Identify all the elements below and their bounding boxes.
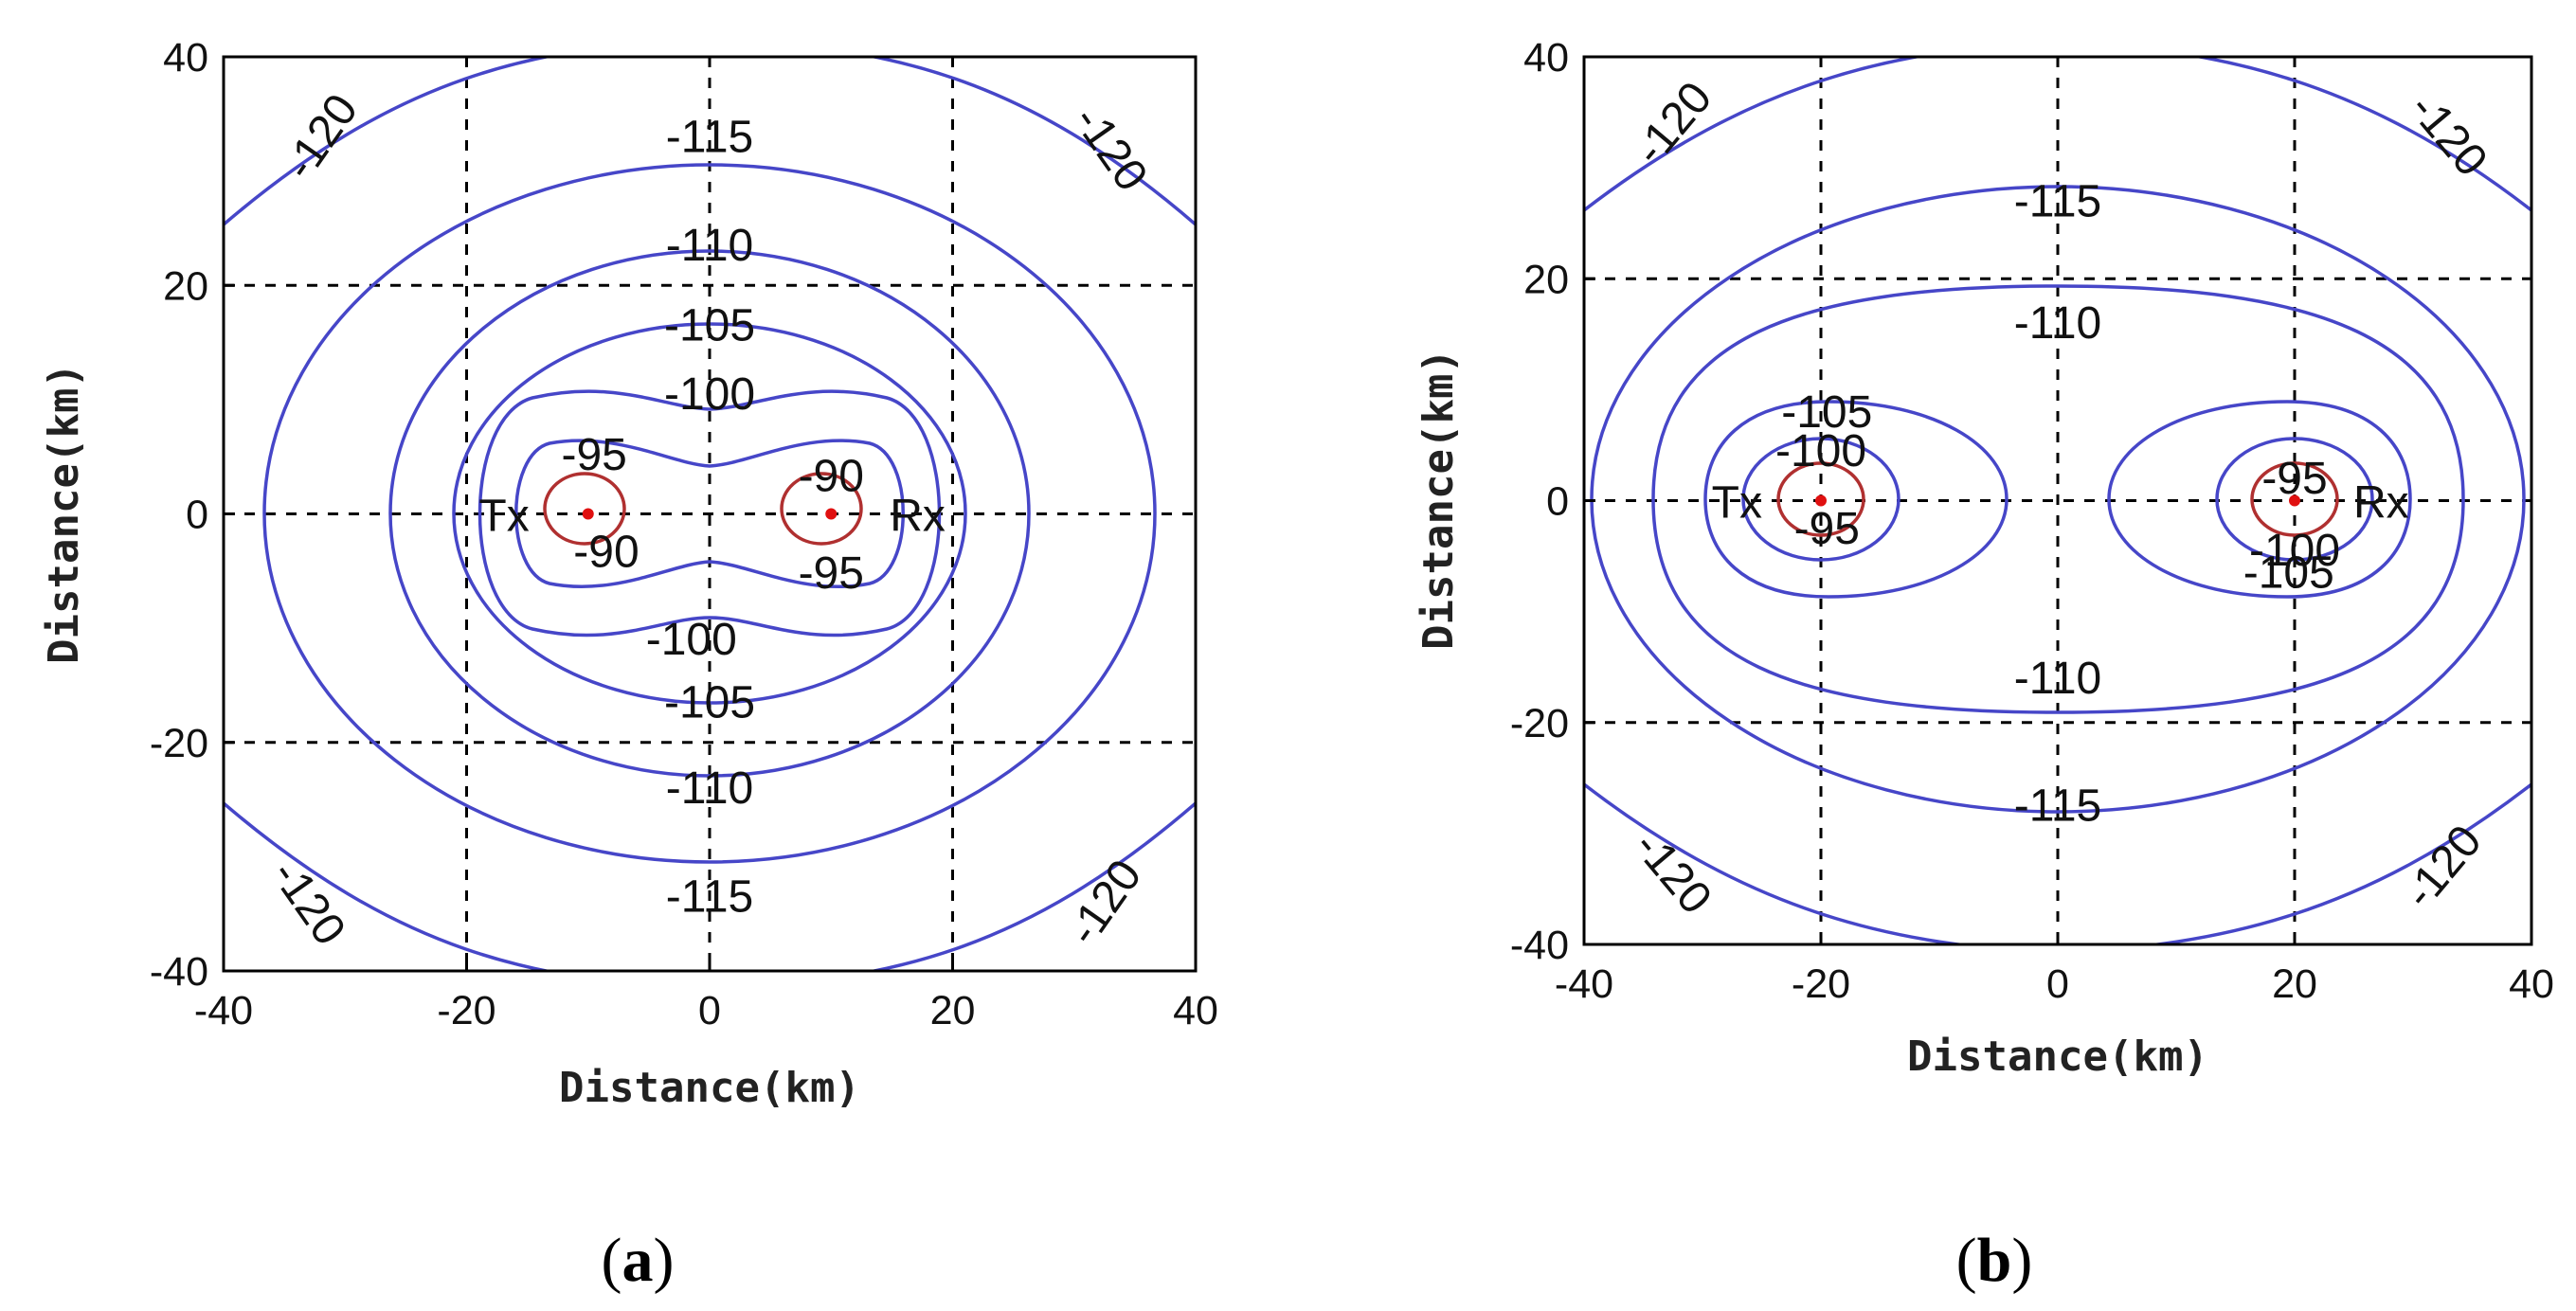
contour-a-120-bottom bbox=[224, 801, 1196, 971]
contour-label-a: -105 bbox=[664, 300, 755, 350]
y-tick-label-b: 40 bbox=[1523, 35, 1569, 81]
contour-label-a: -110 bbox=[666, 221, 754, 271]
tx-marker-b bbox=[1815, 494, 1827, 507]
panel-a: -115 -110 -105 -100 -95 -90 -90 -95 -100 -105 -110… bbox=[40, 35, 1218, 1112]
contour-label-a: -90 bbox=[573, 527, 639, 577]
ticks-a: -40 -20 0 20 40 40 20 0 -20 -40 bbox=[150, 35, 1218, 1033]
y-axis-label-a: Distance(km) bbox=[40, 363, 88, 664]
contour-a-90-rx bbox=[780, 472, 863, 546]
contours-a bbox=[224, 57, 1196, 971]
grid-a bbox=[224, 57, 1196, 971]
y-tick-label-a: -20 bbox=[150, 721, 208, 766]
rx-marker-b bbox=[2289, 494, 2300, 507]
rx-label-b: Rx bbox=[2353, 478, 2409, 529]
markers-b: Tx Rx bbox=[1712, 478, 2409, 529]
x-tick-label-a: 0 bbox=[698, 988, 721, 1033]
contour-label-b: -100 bbox=[1775, 426, 1866, 476]
x-tick-label-a: -40 bbox=[194, 988, 253, 1033]
contour-a-90-tx bbox=[543, 472, 626, 546]
contour-label-b: -95 bbox=[1794, 504, 1860, 554]
contour-b-110 bbox=[1651, 284, 2465, 714]
contour-label-b: -120 bbox=[2394, 817, 2491, 919]
x-tick-label-a: -20 bbox=[437, 988, 495, 1033]
contour-b-120-bottom bbox=[1584, 782, 2531, 944]
x-axis-label-a: Distance(km) bbox=[559, 1064, 860, 1112]
contour-a-105 bbox=[452, 322, 967, 705]
contour-label-a: -115 bbox=[666, 872, 754, 923]
y-tick-label-b: -40 bbox=[1510, 923, 1569, 968]
x-tick-label-b: 20 bbox=[2272, 961, 2317, 1007]
contour-label-b: -115 bbox=[2014, 781, 2102, 832]
contour-b-105-tx bbox=[1703, 400, 2009, 599]
x-tick-label-b: -20 bbox=[1792, 961, 1850, 1007]
x-tick-label-a: 40 bbox=[1173, 988, 1218, 1033]
contour-label-a: -95 bbox=[799, 548, 864, 599]
x-tick-label-a: 20 bbox=[930, 988, 976, 1033]
contour-label-b: -110 bbox=[2014, 298, 2102, 349]
contour-b-100-tx bbox=[1741, 437, 1900, 562]
contour-a-95 bbox=[514, 439, 905, 588]
contour-label-a: -120 bbox=[1064, 97, 1158, 200]
y-tick-label-b: -20 bbox=[1510, 701, 1569, 746]
x-axis-label-b: Distance(km) bbox=[1907, 1033, 2208, 1081]
y-axis-label-b: Distance(km) bbox=[1414, 349, 1463, 650]
x-tick-label-b: 40 bbox=[2509, 961, 2554, 1007]
contour-b-120-top bbox=[1584, 57, 2531, 212]
contour-a-110 bbox=[388, 249, 1031, 778]
contour-label-a: -105 bbox=[664, 678, 755, 728]
contour-a-100 bbox=[477, 389, 942, 638]
contour-label-b: -100 bbox=[2249, 526, 2340, 576]
contour-label-b: -105 bbox=[2243, 548, 2334, 599]
y-tick-label-a: 40 bbox=[163, 35, 208, 81]
markers-a: Tx Rx bbox=[478, 492, 946, 542]
caption-b: (b) bbox=[1956, 1226, 2033, 1295]
rx-marker-a bbox=[825, 508, 838, 520]
contour-label-a: -90 bbox=[799, 452, 864, 502]
y-tick-label-a: 20 bbox=[163, 263, 208, 309]
contour-label-a: -100 bbox=[646, 615, 737, 665]
ticks-b: -40 -20 0 20 40 40 20 0 -20 -40 bbox=[1510, 35, 2554, 1007]
contour-label-b: -105 bbox=[1781, 387, 1872, 438]
contour-b-95-tx bbox=[1776, 461, 1865, 537]
contour-label-a: -110 bbox=[666, 763, 754, 814]
contour-a-115 bbox=[262, 163, 1157, 864]
contour-label-a: -120 bbox=[261, 851, 355, 954]
contour-b-100-rx bbox=[2215, 437, 2374, 562]
contour-b-95-rx bbox=[2250, 461, 2339, 537]
x-tick-label-b: 0 bbox=[2046, 961, 2069, 1007]
panel-b: -115-110-105-100-95-95-100-105-110-115-1… bbox=[1414, 35, 2554, 1081]
caption-a: (a) bbox=[602, 1226, 675, 1295]
contour-label-a: -120 bbox=[1058, 851, 1152, 954]
y-tick-label-b: 20 bbox=[1523, 257, 1569, 302]
tx-marker-a bbox=[582, 508, 594, 520]
y-tick-label-a: 0 bbox=[186, 493, 208, 538]
contour-b-105-rx bbox=[2107, 400, 2412, 599]
contour-label-a: -100 bbox=[664, 369, 755, 420]
contour-label-a: -95 bbox=[561, 430, 626, 480]
contour-label-b: -110 bbox=[2014, 654, 2102, 704]
contour-label-b: -120 bbox=[1625, 73, 1721, 175]
contour-label-b: -115 bbox=[2014, 176, 2102, 226]
contour-label-b: -120 bbox=[1624, 821, 1720, 924]
contour-label-b: -120 bbox=[2400, 83, 2496, 186]
contour-label-a: -115 bbox=[666, 112, 754, 162]
tx-label-a: Tx bbox=[478, 492, 529, 542]
contour-a-120-top bbox=[224, 57, 1196, 226]
y-tick-label-a: -40 bbox=[150, 949, 208, 995]
y-tick-label-b: 0 bbox=[1546, 479, 1569, 525]
rx-label-a: Rx bbox=[890, 492, 946, 542]
tx-label-b: Tx bbox=[1712, 478, 1762, 529]
x-tick-label-b: -40 bbox=[1555, 961, 1613, 1007]
